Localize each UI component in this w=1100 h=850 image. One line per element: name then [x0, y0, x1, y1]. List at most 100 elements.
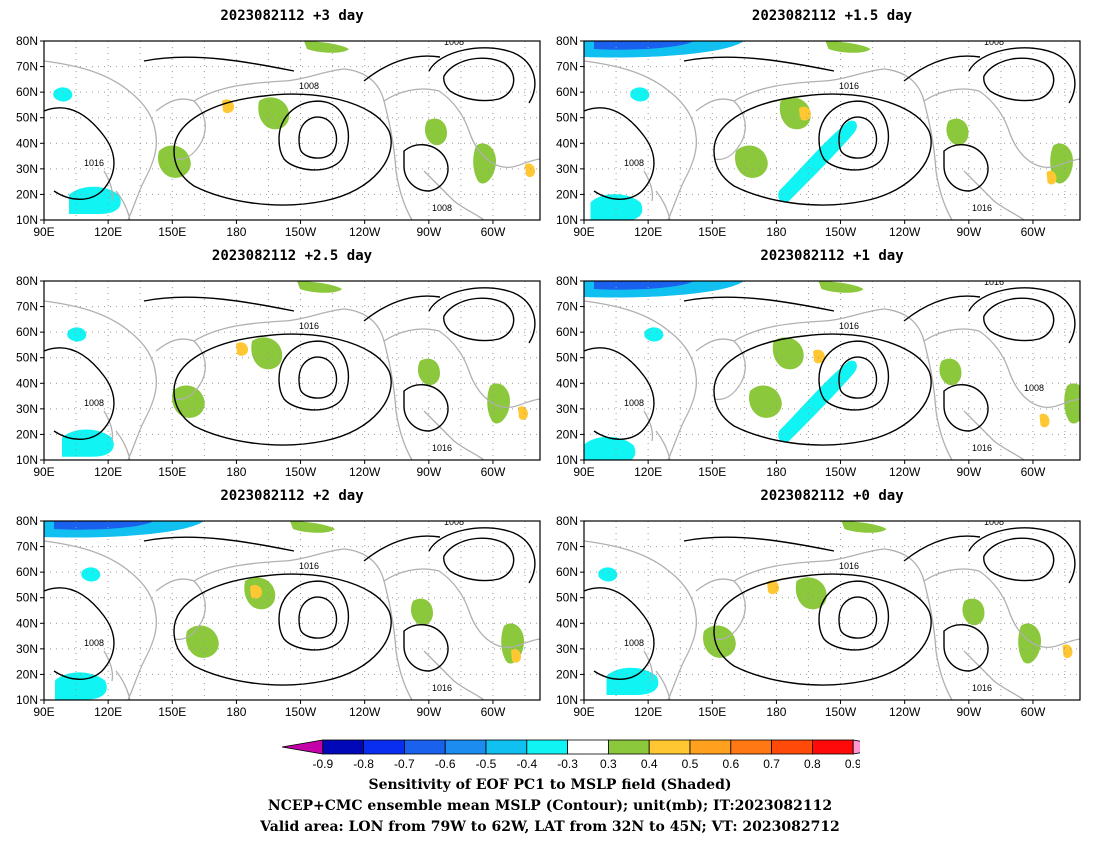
coastline [383, 568, 540, 648]
contour-label: 1008 [432, 203, 452, 213]
colorbar-tick-label: 0.7 [763, 757, 780, 771]
mslp-contour [428, 47, 536, 104]
x-tick-label: 150W [825, 465, 857, 479]
colorbar-segment [607, 739, 650, 755]
x-tick-label: 120W [349, 225, 381, 239]
sensitivity-shading [1018, 623, 1041, 664]
mslp-contour [818, 100, 890, 171]
contour-label: 1016 [984, 277, 1004, 287]
mslp-contour [584, 347, 655, 440]
coastline [103, 170, 131, 220]
mslp-contour [683, 535, 981, 562]
colorbar-tick-label: -0.6 [435, 757, 456, 771]
sensitivity-shading [473, 143, 496, 184]
coastline [584, 60, 698, 220]
mslp-contour [298, 356, 338, 399]
coastline [193, 308, 345, 342]
sensitivity-shading [258, 97, 290, 130]
sensitivity-shading [749, 385, 782, 418]
coastline [733, 68, 885, 102]
coastline [155, 338, 206, 401]
coastline [733, 548, 885, 582]
mslp-contour [968, 47, 1076, 104]
x-tick-label: 150E [158, 465, 186, 479]
y-tick-label: 40N [556, 376, 578, 390]
sensitivity-shading [818, 281, 864, 293]
colorbar-segment [567, 739, 609, 755]
coastline [963, 170, 1025, 220]
sensitivity-shading [598, 567, 618, 582]
x-tick-label: 150W [285, 225, 317, 239]
sensitivity-shading [1039, 413, 1050, 428]
coastline [193, 68, 345, 102]
mslp-contour [838, 356, 878, 399]
sensitivity-shading [81, 567, 101, 582]
map-panel-p15: 1016 1008 1016 1008 2023082112 +1.5 day 90E 12… [556, 8, 1081, 239]
contour-label: 1008 [624, 398, 644, 408]
x-tick-label: 150E [698, 705, 726, 719]
x-tick-label: 60W [481, 225, 506, 239]
sensitivity-shading [1046, 170, 1057, 185]
sensitivity-shading [511, 648, 521, 663]
mslp-contour [713, 573, 932, 686]
x-tick-label: 90W [416, 705, 441, 719]
map-frame [583, 520, 1081, 701]
coastline [155, 98, 206, 161]
coastline [155, 578, 206, 641]
mslp-contour [403, 144, 449, 192]
x-tick-label: 150E [698, 225, 726, 239]
colorbar-tick-label: 0.5 [682, 757, 699, 771]
y-tick-label: 60N [16, 325, 38, 339]
coastline [343, 68, 413, 220]
mslp-contour [968, 527, 1076, 584]
sensitivity-shading [518, 406, 528, 420]
map-panel-p1: 1016 1008 1016 1016 1008 2023082112 +1 day 90E… [556, 248, 1081, 479]
sensitivity-shading [172, 385, 205, 418]
contour-label: 1016 [972, 443, 992, 453]
sensitivity-shading [767, 580, 779, 595]
mslp-contour [838, 116, 878, 159]
panel-title: 2023082112 +3 day [220, 8, 364, 24]
contour-label: 1008 [299, 81, 319, 91]
x-tick-label: 120E [634, 465, 662, 479]
y-tick-label: 40N [16, 376, 38, 390]
sensitivity-shading [250, 584, 262, 599]
caption-line-3: Valid area: LON from 79W to 62W, LAT fro… [260, 819, 840, 835]
x-tick-label: 150W [285, 465, 317, 479]
y-tick-label: 80N [556, 514, 578, 528]
y-tick-label: 50N [556, 591, 578, 605]
y-tick-label: 30N [16, 642, 38, 656]
sensitivity-shading [962, 598, 985, 626]
colorbar-segment [812, 739, 854, 755]
colorbar-segment [281, 739, 324, 755]
sensitivity-shading [1064, 383, 1080, 424]
x-tick-label: 150W [285, 705, 317, 719]
mslp-contour [278, 340, 350, 411]
y-tick-label: 80N [16, 514, 38, 528]
coastline [193, 548, 345, 582]
x-tick-label: 120W [349, 705, 381, 719]
sensitivity-shading [630, 87, 650, 102]
panel-title: 2023082112 +1 day [760, 248, 904, 264]
y-tick-label: 20N [16, 427, 38, 441]
sensitivity-shading [1050, 143, 1073, 184]
sensitivity-shading [778, 120, 857, 203]
x-tick-label: 90E [573, 225, 594, 239]
y-tick-label: 50N [16, 111, 38, 125]
mslp-contour [143, 535, 441, 562]
map-frame [583, 40, 1081, 221]
mslp-contour [278, 100, 350, 171]
coastline [44, 540, 158, 700]
colorbar-tick-label: 0.8 [804, 757, 821, 771]
y-tick-label: 70N [16, 300, 38, 314]
x-tick-label: 180 [766, 225, 786, 239]
y-tick-label: 70N [556, 300, 578, 314]
y-tick-label: 10N [16, 453, 38, 467]
sensitivity-shading [297, 281, 342, 293]
sensitivity-shading [772, 337, 804, 370]
sensitivity-shading [590, 194, 643, 220]
coastline [423, 170, 485, 220]
mslp-contour [278, 580, 350, 651]
sensitivity-shading [813, 349, 825, 364]
contour-label: 1008 [1024, 383, 1044, 393]
